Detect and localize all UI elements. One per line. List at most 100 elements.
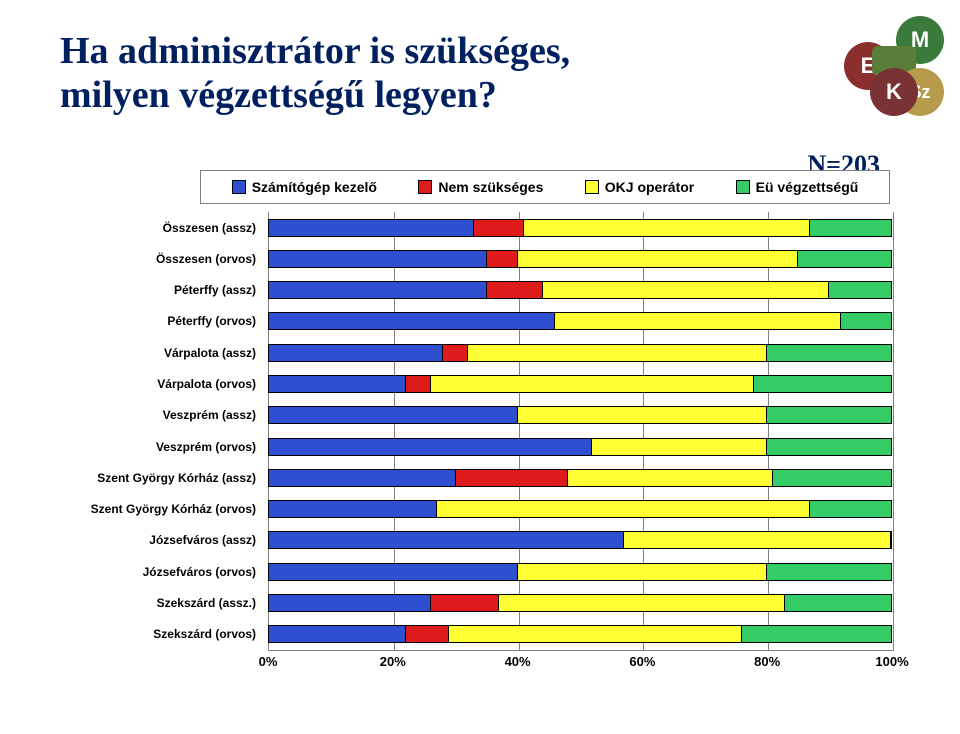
bar-row xyxy=(268,563,892,581)
bar-segment xyxy=(568,470,773,486)
bar-segment xyxy=(499,595,785,611)
bar-segment xyxy=(269,626,406,642)
legend-item: OKJ operátor xyxy=(585,179,694,195)
y-axis-label: Szent György Kórház (orvos) xyxy=(72,503,262,515)
bar-row xyxy=(268,469,892,487)
bar-row xyxy=(268,312,892,330)
bar-row xyxy=(268,219,892,237)
chart: Számítógép kezelő Nem szükséges OKJ oper… xyxy=(72,170,892,690)
bar-segment xyxy=(474,220,524,236)
bar-segment xyxy=(785,595,891,611)
y-axis-label: Józsefváros (orvos) xyxy=(72,566,262,578)
legend-label: OKJ operátor xyxy=(605,179,694,195)
legend-label: Nem szükséges xyxy=(438,179,543,195)
bar-segment xyxy=(437,501,810,517)
bar-segment xyxy=(269,564,518,580)
bar-row xyxy=(268,406,892,424)
bar-segment xyxy=(592,439,766,455)
legend-swatch xyxy=(418,180,432,194)
legend-swatch xyxy=(736,180,750,194)
bar-segment xyxy=(487,282,543,298)
y-axis-labels: Összesen (assz) Összesen (orvos) Péterffy … xyxy=(72,212,262,650)
legend-item: Eü végzettségű xyxy=(736,179,859,195)
bar-row xyxy=(268,594,892,612)
y-axis-label: Szekszárd (assz.) xyxy=(72,597,262,609)
legend-item: Számítógép kezelő xyxy=(232,179,377,195)
y-axis-label: Veszprém (assz) xyxy=(72,409,262,421)
bar-row xyxy=(268,625,892,643)
bars-container xyxy=(268,212,892,650)
bar-segment xyxy=(773,470,891,486)
bar-segment xyxy=(269,313,555,329)
bar-segment xyxy=(798,251,891,267)
chart-legend: Számítógép kezelő Nem szükséges OKJ oper… xyxy=(200,170,890,204)
bar-row xyxy=(268,500,892,518)
y-axis-label: Várpalota (assz) xyxy=(72,347,262,359)
bar-segment xyxy=(449,626,741,642)
y-axis-label: Józsefváros (assz) xyxy=(72,534,262,546)
slide: Ha adminisztrátor is szükséges, milyen v… xyxy=(0,0,960,734)
x-axis-label: 100% xyxy=(875,654,908,669)
org-logo: M E Sz K xyxy=(844,16,944,116)
bar-segment xyxy=(269,251,487,267)
y-axis-label: Várpalota (orvos) xyxy=(72,378,262,390)
bar-segment xyxy=(406,376,431,392)
slide-title: Ha adminisztrátor is szükséges, milyen v… xyxy=(60,30,820,117)
bar-row xyxy=(268,344,892,362)
y-axis-label: Veszprém (orvos) xyxy=(72,441,262,453)
x-axis-label: 40% xyxy=(505,654,531,669)
bar-row xyxy=(268,531,892,549)
x-axis-label: 20% xyxy=(380,654,406,669)
bar-segment xyxy=(431,376,754,392)
bar-segment xyxy=(518,407,767,423)
y-axis-label: Szent György Kórház (assz) xyxy=(72,472,262,484)
legend-label: Eü végzettségű xyxy=(756,179,859,195)
bar-segment xyxy=(543,282,829,298)
bar-segment xyxy=(767,407,891,423)
bar-row xyxy=(268,438,892,456)
title-line-1: Ha adminisztrátor is szükséges, xyxy=(60,30,570,72)
bar-segment xyxy=(767,564,891,580)
bar-segment xyxy=(431,595,499,611)
bar-segment xyxy=(269,376,406,392)
bar-segment xyxy=(841,313,891,329)
bar-segment xyxy=(555,313,841,329)
plot-area: Összesen (assz) Összesen (orvos) Péterffy … xyxy=(72,212,892,682)
bar-segment xyxy=(406,626,450,642)
title-line-2: milyen végzettségű legyen? xyxy=(60,74,497,116)
bar-segment xyxy=(767,439,891,455)
bar-segment xyxy=(269,220,474,236)
y-axis-label: Összesen (assz) xyxy=(72,222,262,234)
bar-segment xyxy=(269,407,518,423)
bar-segment xyxy=(468,345,767,361)
bar-segment xyxy=(518,251,798,267)
y-axis-label: Péterffy (orvos) xyxy=(72,315,262,327)
bar-segment xyxy=(624,532,891,548)
bar-row xyxy=(268,281,892,299)
bar-segment xyxy=(269,470,456,486)
bar-segment xyxy=(269,282,487,298)
y-axis-label: Összesen (orvos) xyxy=(72,253,262,265)
bar-segment xyxy=(518,564,767,580)
bar-row xyxy=(268,375,892,393)
bar-segment xyxy=(269,532,624,548)
logo-letter-k: K xyxy=(870,68,918,116)
legend-label: Számítógép kezelő xyxy=(252,179,377,195)
x-axis-label: 0% xyxy=(259,654,278,669)
bar-segment xyxy=(269,595,431,611)
bar-segment xyxy=(487,251,518,267)
x-axis-label: 60% xyxy=(629,654,655,669)
bar-segment xyxy=(767,345,891,361)
bar-segment xyxy=(269,501,437,517)
y-axis-label: Szekszárd (orvos) xyxy=(72,628,262,640)
y-axis-label: Péterffy (assz) xyxy=(72,284,262,296)
x-axis-labels: 0%20%40%60%80%100% xyxy=(268,654,892,678)
bar-segment xyxy=(456,470,568,486)
bar-segment xyxy=(443,345,468,361)
x-axis-label: 80% xyxy=(754,654,780,669)
bar-segment xyxy=(754,376,891,392)
bar-segment xyxy=(829,282,891,298)
bar-segment xyxy=(269,439,592,455)
gridline xyxy=(893,212,894,650)
bar-segment xyxy=(810,220,891,236)
